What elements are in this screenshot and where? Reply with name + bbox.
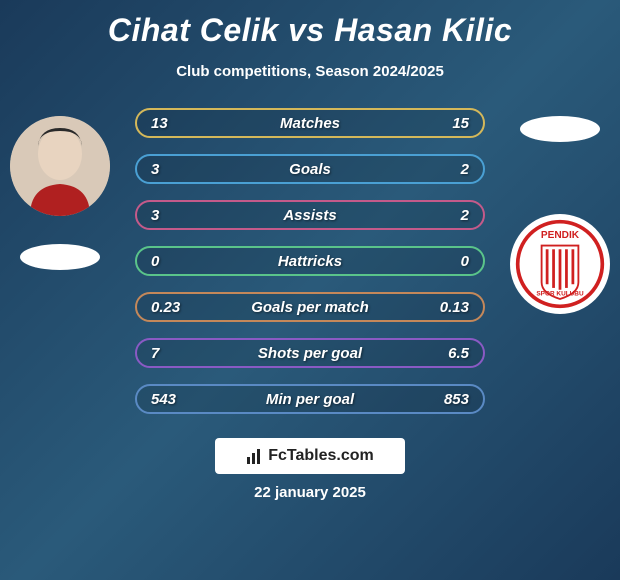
stat-right-value: 6.5: [448, 345, 469, 362]
subtitle: Club competitions, Season 2024/2025: [0, 63, 620, 80]
player-left: [10, 116, 110, 270]
stats-list: 13 Matches 15 3 Goals 2 3 Assists 2 0 Hattricks 0 0.…: [135, 108, 485, 414]
stat-right-value: 0.13: [440, 299, 469, 316]
stat-row: 7 Shots per goal 6.5: [135, 338, 485, 368]
stat-left-value: 13: [151, 115, 168, 132]
stat-label: Hattricks: [278, 253, 342, 270]
comparison-content: PENDIK SPOR KULUBU 13 Matches 15 3 Goals 2 3 As…: [0, 108, 620, 414]
player-right-badge: PENDIK SPOR KULUBU: [510, 214, 610, 314]
stat-right-value: 2: [461, 207, 469, 224]
badge-text-top: PENDIK: [541, 230, 580, 241]
stat-row: 3 Goals 2: [135, 154, 485, 184]
stat-label: Assists: [283, 207, 336, 224]
player-right: PENDIK SPOR KULUBU: [510, 116, 610, 314]
svg-text:SPOR KULUBU: SPOR KULUBU: [536, 290, 584, 297]
stat-right-value: 853: [444, 391, 469, 408]
page-title: Cihat Celik vs Hasan Kilic: [0, 0, 620, 49]
stat-left-value: 7: [151, 345, 159, 362]
stat-label: Goals: [289, 161, 331, 178]
stat-label: Min per goal: [266, 391, 354, 408]
club-badge-icon: PENDIK SPOR KULUBU: [514, 218, 606, 310]
stat-label: Matches: [280, 115, 340, 132]
stat-label: Goals per match: [251, 299, 369, 316]
stat-right-value: 15: [452, 115, 469, 132]
stat-left-value: 3: [151, 161, 159, 178]
stat-left-value: 0: [151, 253, 159, 270]
footer: FcTables.com 22 january 2025: [0, 438, 620, 501]
site-logo-text: FcTables.com: [268, 447, 374, 465]
stat-right-value: 2: [461, 161, 469, 178]
site-logo: FcTables.com: [215, 438, 405, 474]
stat-row: 0.23 Goals per match 0.13: [135, 292, 485, 322]
player-left-flag: [20, 244, 100, 270]
avatar-placeholder-icon: [10, 116, 110, 216]
stat-right-value: 0: [461, 253, 469, 270]
player-right-flag: [520, 116, 600, 142]
stat-row: 0 Hattricks 0: [135, 246, 485, 276]
chart-icon: [246, 447, 264, 465]
player-left-avatar: [10, 116, 110, 216]
stat-left-value: 0.23: [151, 299, 180, 316]
stat-row: 3 Assists 2: [135, 200, 485, 230]
stat-left-value: 3: [151, 207, 159, 224]
stat-row: 543 Min per goal 853: [135, 384, 485, 414]
stat-left-value: 543: [151, 391, 176, 408]
footer-date: 22 january 2025: [254, 484, 366, 501]
stat-row: 13 Matches 15: [135, 108, 485, 138]
stat-label: Shots per goal: [258, 345, 362, 362]
